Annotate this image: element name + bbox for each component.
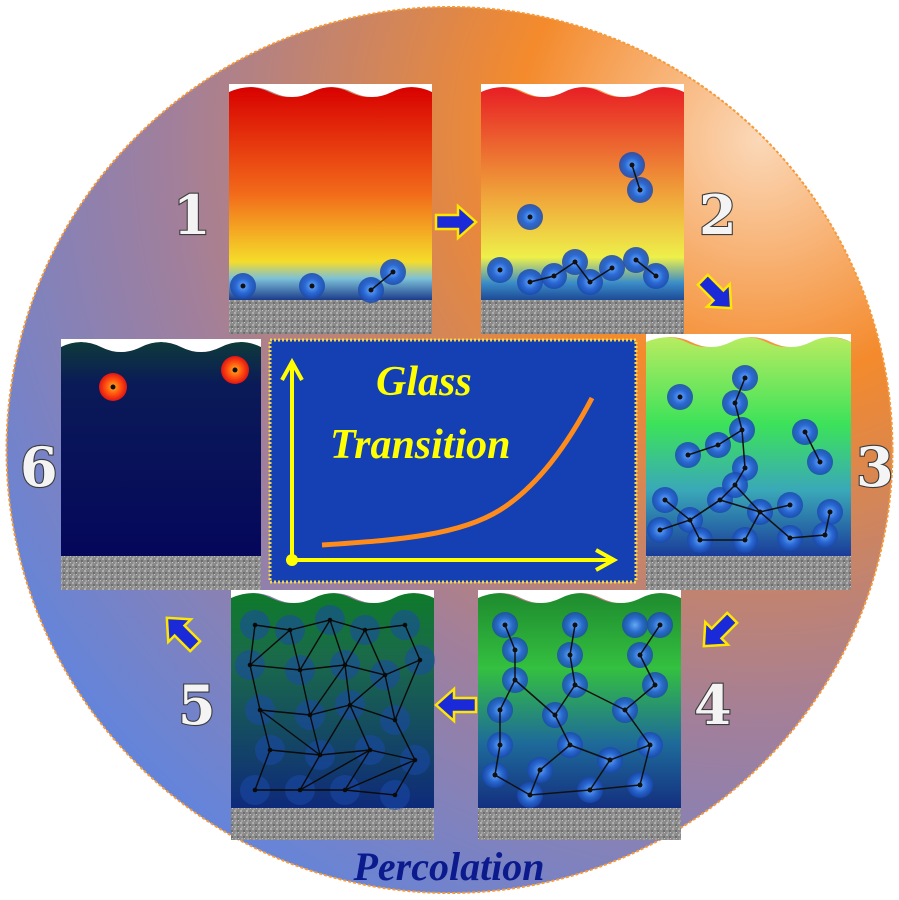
- stage-number-6: 6: [20, 435, 58, 499]
- stage-number-1: 1: [173, 183, 211, 247]
- stage-3-panel: [646, 334, 851, 590]
- stage-number-5: 5: [178, 673, 216, 737]
- center-title-line2: Transition: [330, 422, 511, 468]
- stage-3-particles: [647, 365, 843, 553]
- blue-arrow-icon: [696, 273, 733, 310]
- percolation-label: Percolation: [352, 844, 544, 889]
- stage-5-network: [235, 605, 435, 810]
- blue-arrow-icon: [434, 203, 478, 241]
- blue-arrow-icon: [165, 616, 202, 653]
- x-axis: [292, 548, 619, 572]
- stage-number-2: 2: [699, 183, 737, 247]
- stage-1-particles: [230, 259, 406, 303]
- stage-4-network: [482, 612, 673, 808]
- stage-number-3: 3: [856, 435, 894, 499]
- stage-2-particles: [487, 152, 669, 295]
- stage-1-panel: [229, 84, 432, 334]
- blue-arrow-icon: [434, 686, 478, 724]
- y-axis: [280, 357, 304, 560]
- stage-2-panel: [481, 84, 684, 334]
- stage-5-panel: [231, 590, 435, 840]
- blue-arrow-icon: [702, 611, 739, 648]
- stage-6-panel: [61, 339, 261, 590]
- glass-transition-panel: Glass Transition: [268, 338, 638, 584]
- glass-transition-curve: [321, 396, 595, 548]
- stage-4-panel: [478, 590, 681, 840]
- stage-number-4: 4: [694, 673, 732, 737]
- stage-6-particles: [99, 356, 249, 401]
- center-title-line1: Glass: [376, 359, 472, 405]
- axis-origin-dot: [286, 554, 298, 566]
